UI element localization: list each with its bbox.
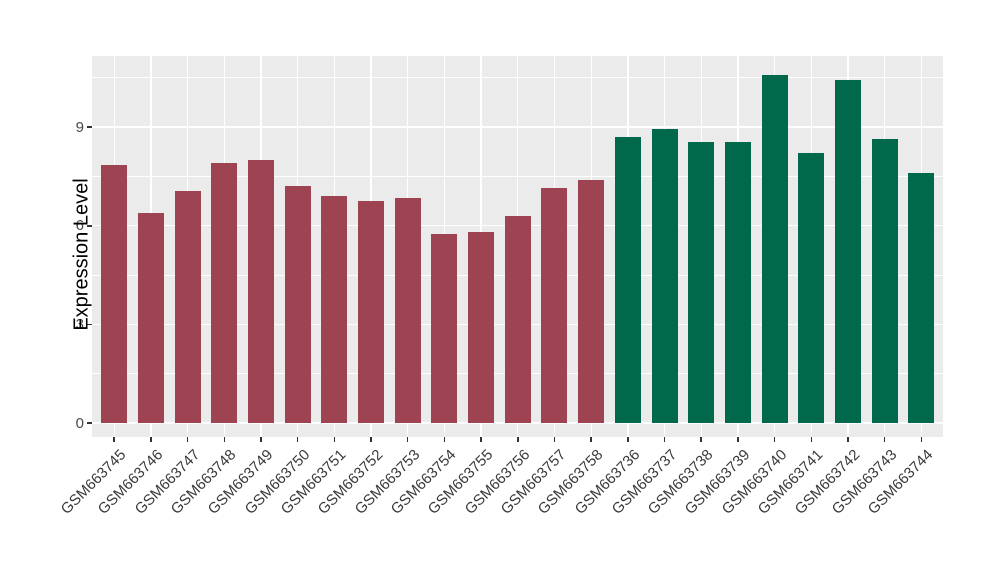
y-tick-label: 0 [75, 414, 84, 432]
bar-GSM663736 [614, 137, 641, 423]
bar-GSM663752 [358, 201, 385, 423]
bar-GSM663747 [174, 191, 201, 423]
x-tick-mark [663, 437, 666, 442]
x-tick-mark [333, 437, 336, 442]
bar-GSM663743 [871, 138, 898, 423]
x-tick-mark [406, 437, 409, 442]
x-tick-mark [590, 437, 592, 442]
y-tick-mark [87, 225, 92, 227]
x-tick-mark [150, 437, 152, 442]
x-tick-mark [186, 437, 189, 442]
bar-GSM663756 [504, 215, 531, 423]
x-tick-mark [223, 437, 226, 442]
bar-GSM663739 [724, 141, 751, 423]
bar-GSM663738 [688, 141, 715, 423]
x-tick-mark [700, 437, 702, 442]
y-tick-label: 9 [75, 118, 84, 136]
y-tick-mark [87, 323, 92, 326]
plot-panel [92, 56, 943, 437]
x-tick-mark [370, 437, 372, 442]
x-tick-mark [480, 437, 482, 442]
bar-GSM663740 [761, 74, 788, 423]
x-tick-mark [920, 437, 923, 442]
bar-GSM663758 [578, 179, 605, 423]
x-tick-mark [627, 437, 629, 442]
y-tick-mark [87, 422, 92, 424]
bar-GSM663744 [908, 173, 935, 423]
bar-GSM663757 [541, 187, 568, 423]
bar-GSM663754 [431, 233, 458, 423]
bar-GSM663751 [321, 196, 348, 423]
x-tick-mark [773, 437, 776, 442]
x-tick-mark [553, 437, 556, 442]
y-tick-label: 6 [75, 217, 84, 235]
x-tick-mark [847, 437, 849, 442]
y-tick-label: 3 [75, 315, 84, 333]
x-tick-mark [737, 437, 739, 442]
y-axis-title: Expression Level [70, 178, 93, 331]
bar-GSM663737 [651, 128, 678, 423]
x-tick-mark [296, 437, 299, 442]
bar-GSM663742 [835, 79, 861, 423]
x-tick-mark [113, 437, 115, 442]
bar-GSM663750 [284, 186, 311, 423]
bar-GSM663748 [211, 163, 238, 423]
bar-GSM663753 [394, 197, 421, 423]
x-tick-mark [810, 437, 813, 442]
x-tick-mark [260, 437, 262, 442]
x-tick-mark [517, 437, 519, 442]
x-tick-mark [883, 437, 886, 442]
bar-GSM663741 [798, 153, 825, 423]
y-tick-mark [87, 126, 92, 128]
bar-GSM663755 [468, 232, 495, 423]
bar-GSM663749 [247, 160, 274, 423]
x-tick-mark [443, 437, 446, 442]
bar-GSM663746 [137, 212, 164, 423]
bar-GSM663745 [101, 164, 128, 423]
